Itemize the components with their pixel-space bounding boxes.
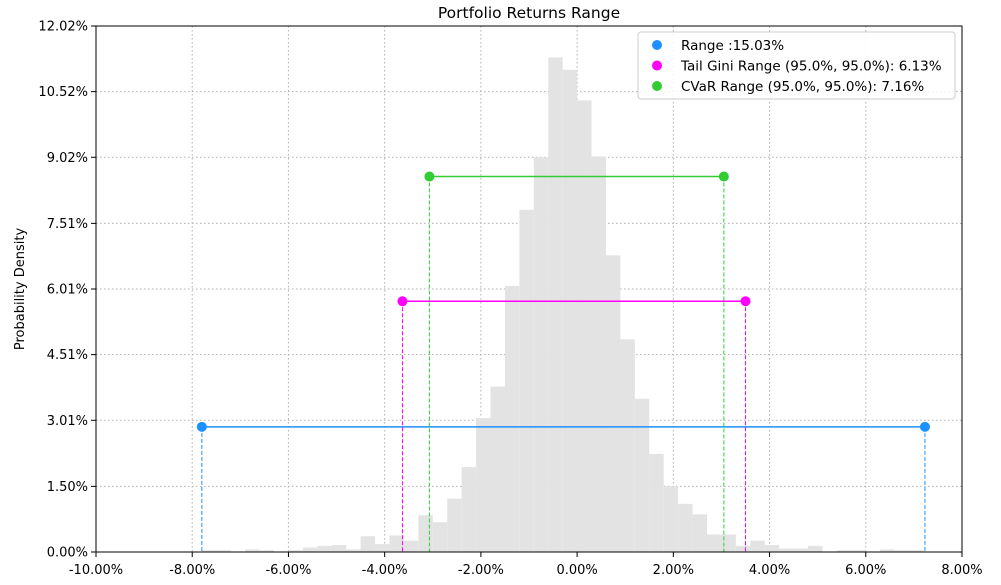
histogram-bar: [605, 255, 621, 552]
histogram-bar: [678, 503, 693, 552]
y-tick-label: 10.52%: [38, 85, 88, 100]
range-marker-right: [740, 296, 751, 307]
x-tick-label: 0.00%: [556, 563, 597, 578]
x-tick-label: -4.00%: [362, 563, 408, 578]
histogram-bar: [490, 386, 505, 552]
histogram-bars: [201, 57, 924, 553]
histogram-bar: [418, 515, 433, 552]
range-marker-right: [718, 171, 729, 182]
y-tick-label: 4.51%: [47, 348, 88, 363]
histogram-bar: [750, 540, 765, 552]
legend-entry: CVaR Range (95.0%, 95.0%): 7.16%: [681, 79, 924, 95]
histogram-bar: [331, 544, 347, 552]
legend-box: [637, 31, 956, 100]
histogram-bar: [721, 534, 736, 552]
histogram-bar: [692, 514, 708, 552]
histogram-bar: [707, 534, 722, 552]
x-tick-label: -8.00%: [169, 563, 215, 578]
legend-marker: [652, 60, 662, 71]
y-axis-label: Probability Density: [13, 228, 28, 351]
histogram-bar: [360, 536, 376, 552]
x-tick-label: 2.00%: [653, 563, 694, 578]
histogram-bar: [432, 522, 448, 552]
histogram-bar: [894, 550, 910, 552]
y-tick-label: 3.01%: [47, 414, 88, 429]
histogram-bar: [504, 285, 520, 552]
histogram-bar: [346, 549, 361, 552]
legend-marker: [652, 81, 662, 91]
y-tick-label: 1.50%: [47, 480, 88, 495]
histogram-bar: [649, 453, 664, 552]
range-marker-left: [196, 421, 207, 432]
histogram-bar: [591, 156, 606, 552]
histogram-bar: [245, 549, 260, 552]
x-tick-label: -10.00%: [69, 563, 123, 578]
histogram-bar: [793, 548, 809, 552]
histogram-bar: [548, 57, 563, 553]
y-tick-label: 12.02%: [38, 20, 88, 35]
histogram-bar: [519, 209, 534, 552]
histogram-bar: [880, 549, 895, 552]
histogram-bar: [403, 540, 419, 552]
x-tick-label: 4.00%: [749, 563, 790, 578]
histogram-bar: [779, 548, 794, 552]
range-marker-left: [397, 296, 408, 307]
legend-entry: Range :15.03%: [681, 38, 784, 54]
histogram-bar: [808, 545, 823, 552]
x-tick-label: 6.00%: [845, 563, 886, 578]
histogram-bar: [375, 544, 390, 552]
y-tick-label: 7.51%: [47, 217, 88, 232]
histogram-bar: [447, 498, 462, 552]
histogram-bar: [317, 545, 332, 552]
x-tick-label: 8.00%: [941, 563, 982, 578]
histogram-bar: [620, 339, 635, 552]
histogram-bar: [216, 550, 231, 552]
histogram-bar: [634, 398, 650, 552]
range-marker-right: [919, 421, 930, 432]
range-marker-left: [424, 171, 435, 182]
histogram-bar: [735, 545, 751, 552]
histogram-bar: [389, 535, 404, 552]
histogram-bar: [476, 418, 491, 552]
histogram-bar: [577, 100, 592, 553]
y-tick-label: 9.02%: [47, 151, 88, 166]
legend: Range :15.03% Tail Gini Range (95.0%, 95.…: [637, 31, 956, 100]
histogram-bar: [836, 550, 852, 552]
histogram-bar: [562, 69, 578, 552]
histogram-bar: [302, 547, 318, 552]
histogram-bar: [663, 486, 679, 552]
histogram-bar: [909, 550, 924, 552]
histogram-bar: [259, 550, 275, 552]
histogram-bar: [461, 467, 477, 552]
axis-ticks: -10.00% -8.00% -6.00% -4.00% -2.00% 0.00% 2.00…: [38, 20, 982, 579]
legend-entry: Tail Gini Range (95.0%, 95.0%): 6.13%: [680, 59, 942, 75]
legend-marker: [652, 40, 662, 50]
y-tick-label: 0.00%: [47, 546, 88, 561]
histogram-bar: [533, 157, 549, 553]
y-tick-label: 6.01%: [47, 283, 88, 298]
histogram-bar: [288, 550, 303, 552]
histogram-bar: [201, 550, 217, 552]
range-series: [196, 171, 930, 552]
chart-title: Portfolio Returns Range: [438, 4, 620, 22]
histogram-bar: [851, 550, 866, 552]
histogram-bar: [764, 544, 780, 552]
x-tick-label: -6.00%: [265, 563, 311, 578]
x-tick-label: -2.00%: [458, 563, 504, 578]
